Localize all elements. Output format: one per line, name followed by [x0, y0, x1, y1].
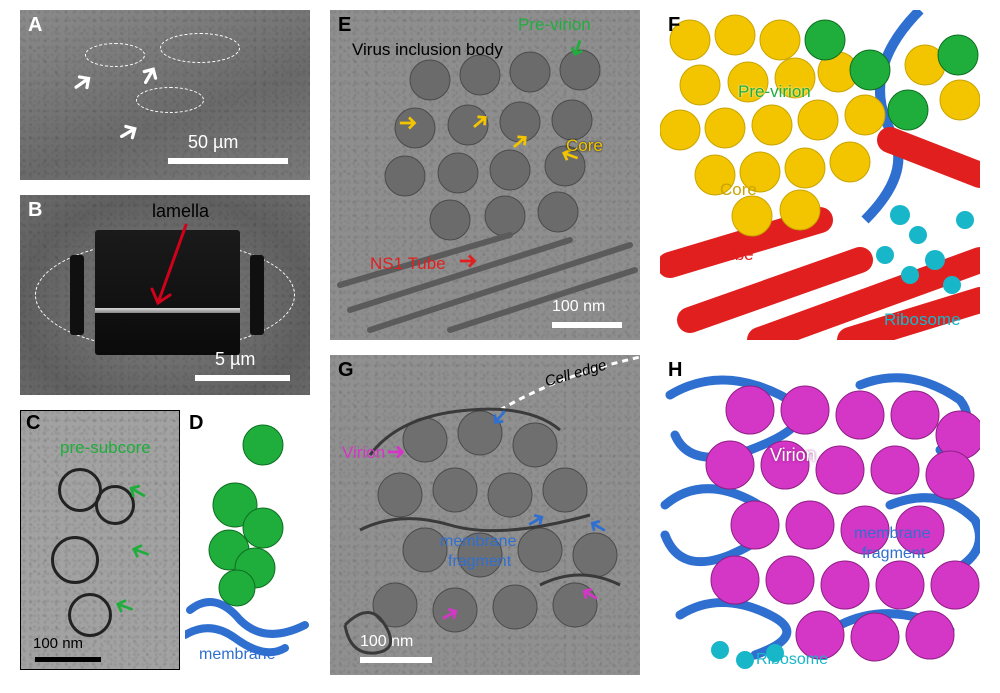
panel-letter-d: D [189, 412, 203, 435]
panel-letter-e: E [338, 14, 351, 37]
label-ribosome: Ribosome [756, 651, 828, 669]
label-core: Core [566, 136, 603, 156]
scalebar-label: 100 nm [552, 298, 605, 316]
label-membrane: membrane [854, 525, 930, 543]
label-virion: Virion [770, 445, 816, 466]
panel-letter-b: B [28, 199, 42, 222]
render-d [185, 410, 310, 670]
label-lamella: lamella [152, 201, 209, 222]
label-pre-subcore: pre-subcore [60, 438, 151, 458]
scalebar-label: 100 nm [360, 633, 413, 651]
panel-h: H Virion membrane fragment Ribosome [660, 355, 980, 675]
panel-letter-g: G [338, 359, 354, 382]
label-membrane: membrane [199, 646, 275, 664]
lamella-arrow [150, 223, 204, 313]
panel-letter-c: C [26, 412, 40, 435]
render-h [660, 355, 980, 675]
label-ribosome: Ribosome [884, 310, 961, 330]
panel-d: D membrane [185, 410, 310, 670]
label-vib: Virus inclusion body [352, 40, 503, 60]
scalebar [195, 375, 290, 381]
cell-outline [160, 33, 240, 63]
panel-letter-f: F [668, 14, 680, 37]
cell-outline [136, 87, 204, 113]
panel-e: E Virus inclusion body Pre-virion Core N… [330, 10, 640, 340]
scalebar [360, 657, 432, 663]
arrow-yellow [398, 112, 420, 134]
label-previrion: Pre-virion [518, 15, 591, 35]
label-virion: Virion [342, 443, 385, 463]
fib-trench [70, 255, 84, 335]
arrow-red [458, 250, 480, 272]
panel-f: F Pre-virion Co [660, 10, 980, 340]
scalebar [168, 158, 288, 164]
label-ns1: NS1 Tube [370, 254, 446, 274]
scalebar [552, 322, 622, 328]
panel-c: C pre-subcore 100 nm [20, 410, 180, 670]
panel-b: B lamella 5 µm [20, 195, 310, 395]
render-f [660, 10, 980, 340]
panel-g: G Cell edge Virion membrane fragment [330, 355, 640, 675]
label-membrane: membrane [440, 533, 516, 551]
label-previrion: Pre-virion [738, 82, 811, 102]
panel-letter-a: A [28, 14, 42, 37]
panel-letter-h: H [668, 359, 682, 382]
label-fragment: fragment [862, 545, 925, 563]
scalebar-label: 100 nm [33, 635, 83, 652]
scalebar-label: 50 µm [188, 132, 238, 153]
label-fragment: fragment [448, 553, 511, 571]
panel-a: A 50 µm [20, 10, 310, 180]
arrow-magenta [386, 441, 408, 463]
scalebar-label: 5 µm [215, 349, 255, 370]
cell-outline [85, 43, 145, 67]
fib-trench [250, 255, 264, 335]
label-core: Core [720, 180, 757, 200]
label-ns1: NS1 Tube [678, 245, 754, 265]
